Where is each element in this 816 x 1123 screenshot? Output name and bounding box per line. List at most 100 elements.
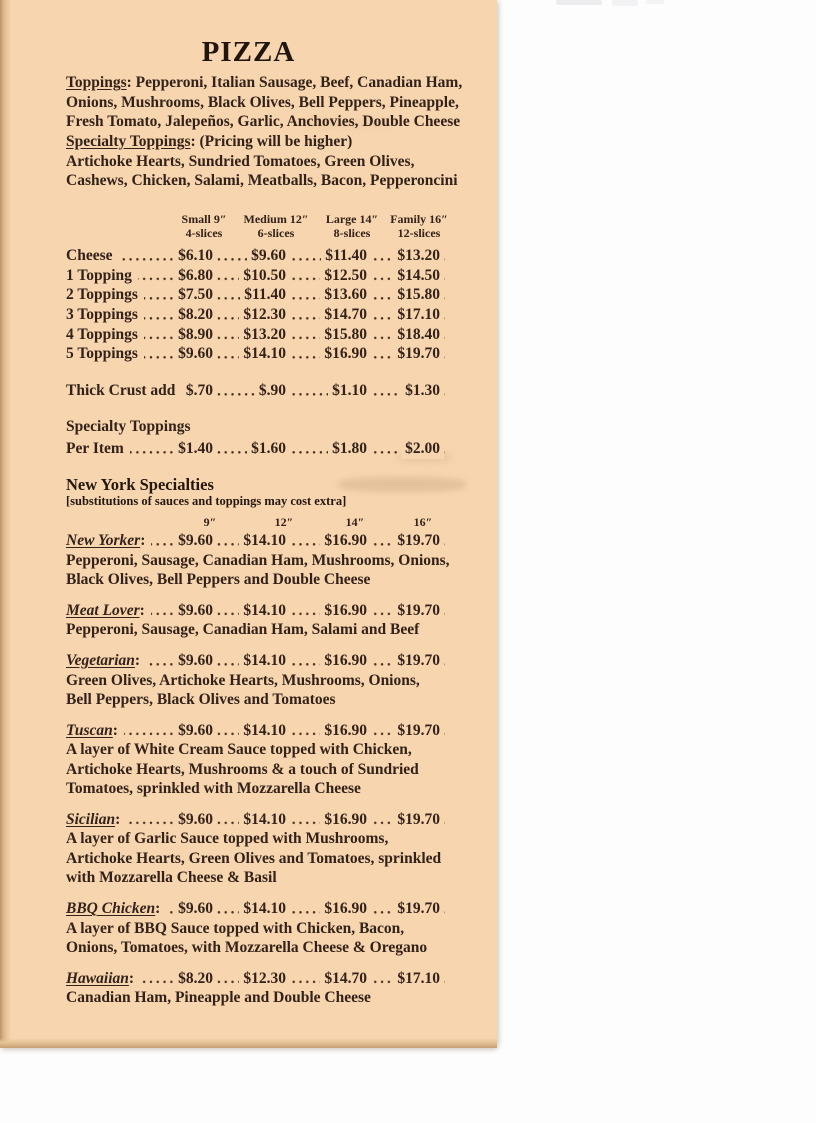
price-value: $10.50 [239, 265, 290, 286]
price-value: $9.60 [174, 809, 217, 830]
ny-specialty-item: Meat Lover: $9.60 $14.10 $16.90 $19.70 Pepper… [66, 600, 476, 640]
price-value: $6.80 [174, 265, 217, 286]
thick-crust-row: Thick Crust add $.70 $.90 $1.10 $1.30 [66, 381, 448, 401]
ny-size-label: 9″ [203, 515, 217, 529]
ny-specialty-description: Pepperoni, Sausage, Canadian Ham, Mushro… [66, 551, 450, 589]
price-value: $.70 [181, 381, 217, 401]
scan-artifact [646, 0, 664, 4]
price-value: $1.40 [174, 439, 217, 459]
size-column-size: Large 14″ [325, 212, 379, 226]
ny-specialty-price-row: Hawaiian: $8.20 $12.30 $14.70 $17.10 [66, 968, 448, 989]
price-value: $14.10 [239, 650, 290, 671]
row-label: 1 Topping [66, 265, 138, 286]
size-column-slices: 6-slices [257, 225, 295, 240]
row-label: Per Item [66, 439, 130, 459]
price-value: $14.10 [239, 344, 290, 365]
specialty-name-text: Hawaiian [66, 969, 129, 987]
price-value: $16.90 [320, 344, 371, 365]
ny-size-label: 16″ [413, 515, 433, 529]
price-value: $16.90 [320, 650, 371, 671]
price-value: $16.90 [320, 531, 371, 551]
price-value: $6.10 [174, 246, 217, 266]
price-value: $13.60 [320, 285, 371, 306]
price-value: $13.20 [393, 246, 444, 266]
specialty-name-text: Meat Lover [66, 601, 140, 619]
price-value: $19.70 [393, 720, 444, 741]
price-value: $14.10 [239, 720, 290, 741]
price-value: $9.60 [174, 898, 217, 919]
price-value: $12.30 [239, 305, 290, 325]
toppings-paragraph: Toppings: Pepperoni, Italian Sausage, Be… [66, 73, 466, 132]
per-item-price-row: Per Item $1.40 $1.60 $1.80 $2.00 [66, 439, 448, 459]
specialty-name-text: BBQ Chicken [66, 899, 156, 917]
specialty-toppings-label: Specialty Toppings [66, 133, 191, 150]
price-row: 1 Topping $6.80 $10.50 $12.50 $14.50 [66, 265, 448, 286]
price-value: $19.70 [393, 809, 444, 830]
price-value: $16.90 [320, 898, 371, 919]
ny-specialty-description: Canadian Ham, Pineapple and Double Chees… [66, 989, 371, 1007]
price-value: $12.50 [320, 265, 371, 286]
price-value: $16.90 [320, 600, 371, 621]
ny-specialties-heading: New York Specialties [66, 475, 214, 494]
price-value: $9.60 [174, 344, 217, 365]
price-value: $19.70 [393, 650, 444, 671]
price-row: 3 Toppings $8.20 $12.30 $14.70 $17.10 [66, 305, 448, 325]
size-column-size: Family 16″ [390, 212, 448, 226]
ny-specialty-price-row: Sicilian: $9.60 $14.10 $16.90 $19.70 [66, 809, 448, 830]
price-value: $15.80 [320, 324, 371, 345]
size-column-header: Small 9″ 4-slices [182, 212, 227, 240]
price-value: $9.60 [174, 600, 217, 621]
price-value: $16.90 [320, 720, 371, 741]
price-value: $1.60 [247, 439, 290, 459]
specialty-name-text: Sicilian [66, 810, 116, 828]
scan-bleedthrough [338, 477, 466, 492]
size-column-header: Family 16″ 12-slices [390, 212, 448, 240]
ny-specialty-price-row: Meat Lover: $9.60 $14.10 $16.90 $19.70 [66, 600, 448, 621]
specialty-per-item-heading: Specialty Toppings [66, 418, 191, 435]
page-title: PIZZA [201, 36, 296, 68]
ny-size-label: 12″ [274, 515, 294, 529]
ny-specialty-price-row: BBQ Chicken: $9.60 $14.10 $16.90 $19.70 [66, 898, 448, 919]
price-value: $14.70 [320, 968, 371, 989]
specialty-name: New Yorker: [66, 531, 152, 551]
ny-specialty-description: A layer of BBQ Sauce topped with Chicken… [66, 919, 428, 957]
size-table-header: Small 9″ 4-slices Medium 12″ 6-slices Large … [66, 212, 450, 247]
price-value: $8.20 [174, 305, 217, 325]
price-value: $1.30 [401, 381, 444, 401]
price-value: $1.10 [328, 381, 371, 401]
size-column-header: Large 14″ 8-slices [325, 212, 379, 240]
toppings-list: : Pepperoni, Italian Sausage, Beef, Cana… [66, 74, 463, 130]
row-label: Thick Crust add [66, 381, 182, 401]
specialty-name: Vegetarian: [66, 650, 147, 671]
price-value: $9.60 [174, 650, 217, 671]
size-price-table: Cheese $6.10 $9.60 $11.40 $13.20 1 Topping $6.… [66, 246, 448, 365]
price-value: $13.20 [239, 324, 290, 345]
ny-specialty-description: A layer of White Cream Sauce topped with… [66, 741, 419, 798]
ny-size-label: 14″ [345, 515, 365, 529]
specialty-name-text: Vegetarian [66, 651, 135, 669]
price-value: $9.60 [174, 720, 217, 741]
row-label: 5 Toppings [66, 344, 144, 365]
ny-specialty-price-row: Tuscan: $9.60 $14.10 $16.90 $19.70 [66, 720, 448, 741]
specialty-name-text: Tuscan [66, 721, 113, 739]
price-value: $16.90 [320, 809, 371, 830]
row-label: 2 Toppings [66, 285, 144, 306]
size-column-slices: 12-slices [397, 225, 441, 240]
price-value: $11.40 [240, 285, 290, 306]
ny-specialty-description: A layer of Garlic Sauce topped with Mush… [66, 830, 442, 887]
ny-specialty-description: Pepperoni, Sausage, Canadian Ham, Salami… [66, 621, 420, 639]
price-value: $18.40 [393, 324, 444, 345]
price-value: $14.10 [239, 898, 290, 919]
price-value: $11.40 [321, 246, 371, 266]
ny-specialty-item: New Yorker: $9.60 $14.10 $16.90 $19.70 Pepper… [66, 531, 476, 590]
toppings-label: Toppings [66, 74, 127, 91]
specialty-toppings-list: Artichoke Hearts, Sundried Tomatoes, Gre… [66, 152, 458, 189]
price-row: 2 Toppings $7.50 $11.40 $13.60 $15.80 [66, 285, 448, 306]
thick-crust-price-row: Thick Crust add $.70 $.90 $1.10 $1.30 [66, 381, 448, 401]
size-column-slices: 4-slices [185, 225, 223, 240]
price-value: $14.70 [320, 305, 371, 325]
ny-specialty-item: Tuscan: $9.60 $14.10 $16.90 $19.70 A layer of… [66, 720, 476, 799]
price-value: $9.60 [174, 531, 217, 551]
row-label: Cheese [66, 246, 119, 266]
